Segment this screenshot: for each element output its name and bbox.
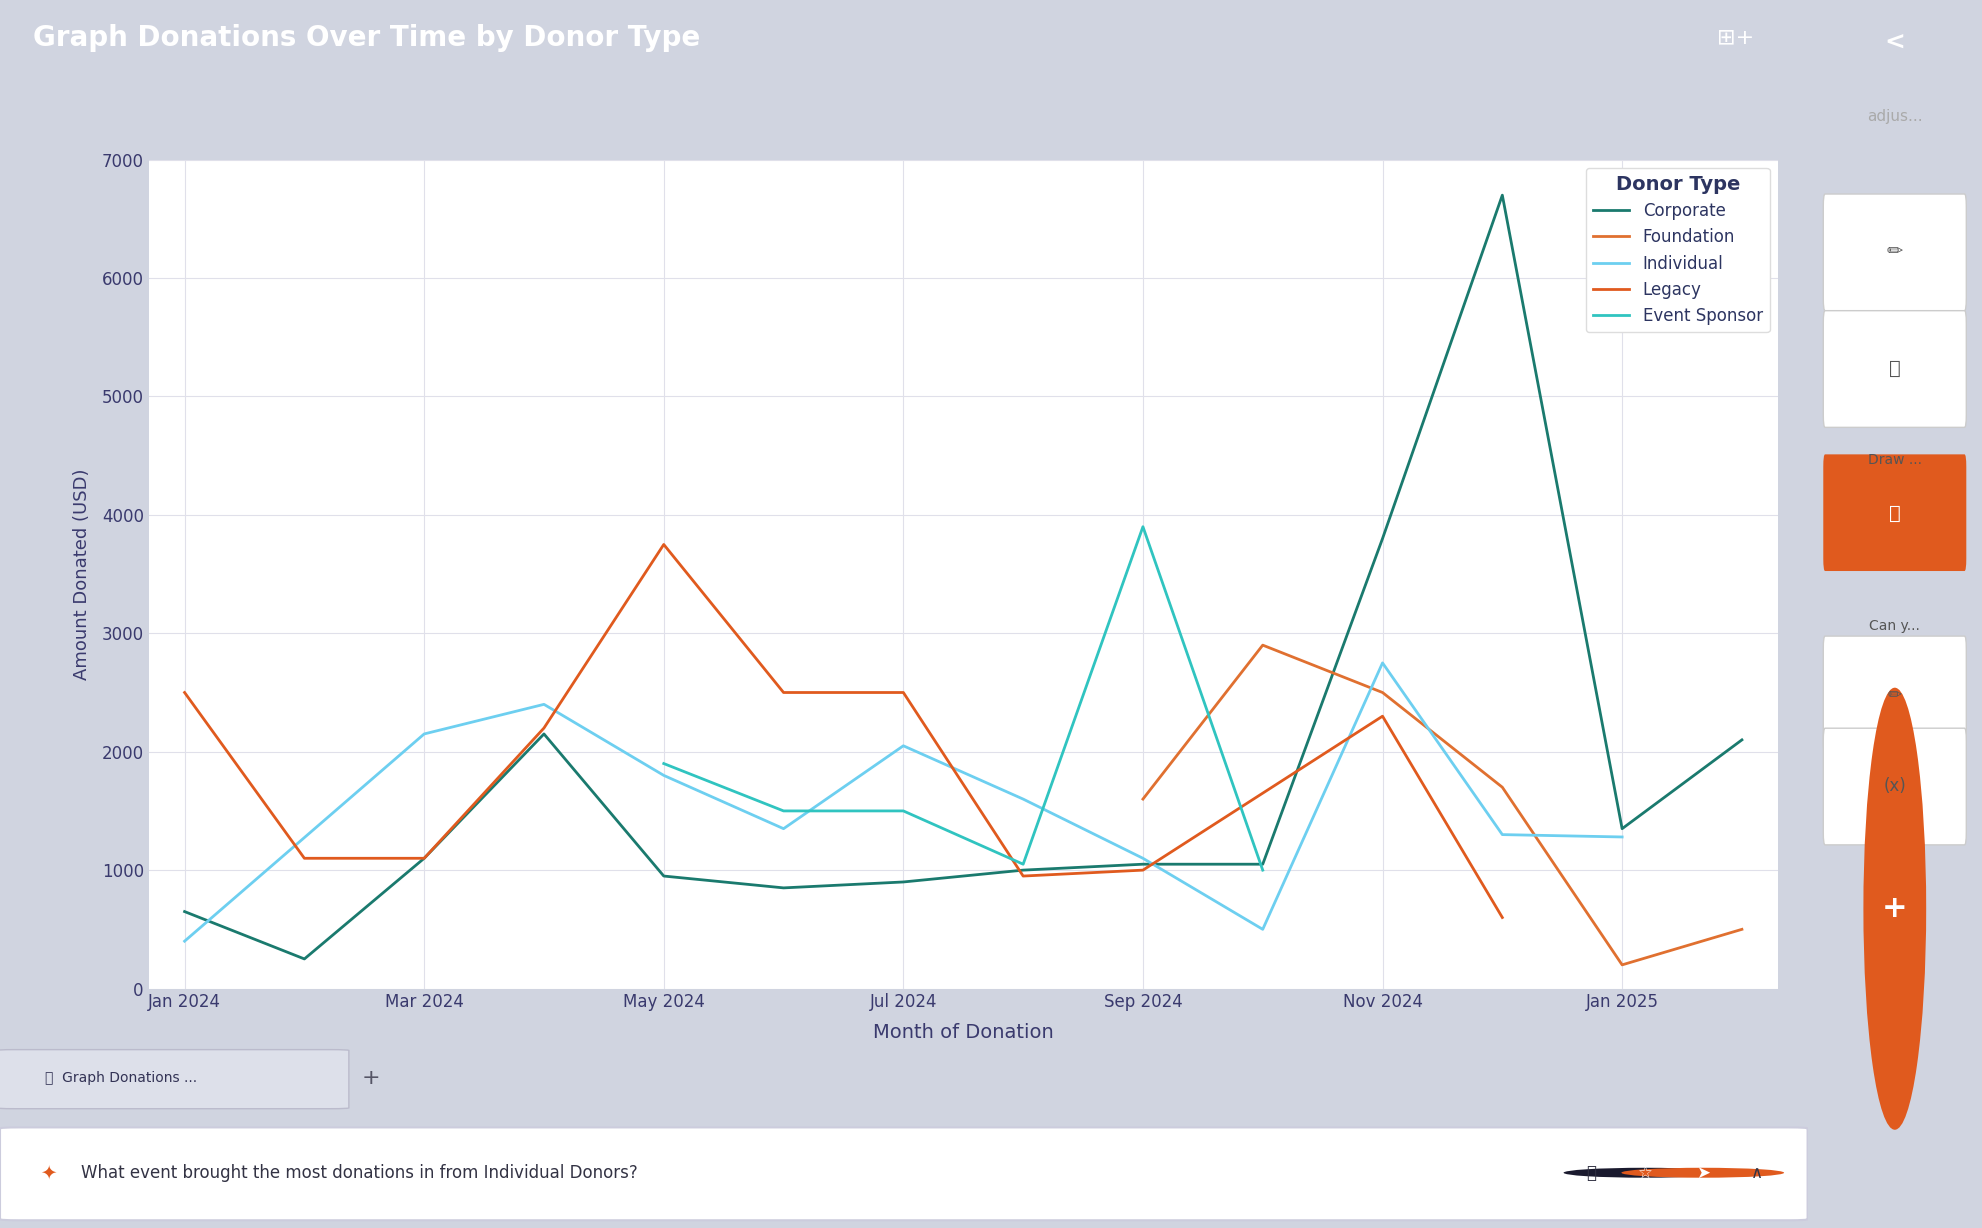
Text: +: + [361,1067,381,1088]
FancyBboxPatch shape [1823,728,1966,845]
Text: 📊  Graph Donations ...: 📊 Graph Donations ... [46,1071,198,1084]
Text: ➤: ➤ [1697,1164,1710,1181]
FancyBboxPatch shape [1823,454,1966,571]
Text: Graph Donations Over Time by Donor Type: Graph Donations Over Time by Donor Type [32,25,700,53]
FancyBboxPatch shape [1823,636,1966,753]
Text: Can y...: Can y... [1869,619,1921,634]
Text: (x): (x) [1883,777,1907,795]
Text: Draw ...: Draw ... [1867,453,1923,468]
Circle shape [1863,688,1927,1130]
Text: 📊: 📊 [1889,503,1901,523]
Text: adjus...: adjus... [1867,109,1923,124]
Text: ∧: ∧ [1750,1164,1764,1181]
Circle shape [1621,1168,1784,1178]
FancyBboxPatch shape [1823,311,1966,427]
FancyBboxPatch shape [0,1127,1808,1221]
Legend: Corporate, Foundation, Individual, Legacy, Event Sponsor: Corporate, Foundation, Individual, Legac… [1586,168,1770,332]
FancyBboxPatch shape [0,1050,349,1109]
Text: 🎤: 🎤 [1586,1164,1596,1181]
Text: ✦: ✦ [40,1163,55,1183]
Text: What event brought the most donations in from Individual Donors?: What event brought the most donations in… [81,1164,638,1181]
Text: +: + [1883,894,1907,923]
Y-axis label: Amount Donated (USD): Amount Donated (USD) [73,468,91,680]
FancyBboxPatch shape [1823,194,1966,311]
Text: ☆: ☆ [1637,1164,1653,1181]
Text: ✏: ✏ [1887,685,1903,702]
Circle shape [1564,1168,1726,1178]
Text: <: < [1885,31,1905,55]
X-axis label: Month of Donation: Month of Donation [872,1023,1054,1041]
Text: ⊞+: ⊞+ [1716,28,1754,48]
Text: 📊: 📊 [1889,359,1901,378]
Text: ✏: ✏ [1887,242,1903,262]
